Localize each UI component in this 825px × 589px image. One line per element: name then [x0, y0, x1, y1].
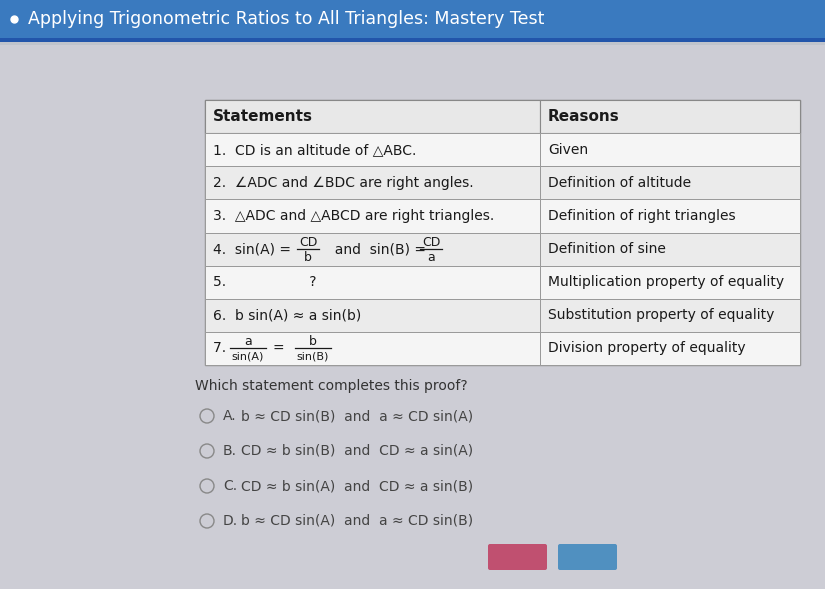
- Text: b: b: [304, 250, 312, 263]
- Text: Definition of sine: Definition of sine: [548, 242, 666, 256]
- FancyBboxPatch shape: [488, 544, 547, 570]
- Bar: [540, 266, 800, 299]
- Text: Statements: Statements: [213, 109, 313, 124]
- Text: Given: Given: [548, 143, 588, 157]
- Text: D.: D.: [223, 514, 238, 528]
- Text: sin(B): sin(B): [297, 352, 329, 362]
- Text: Definition of altitude: Definition of altitude: [548, 176, 691, 190]
- Text: 6.  b sin(A) ≈ a sin(b): 6. b sin(A) ≈ a sin(b): [213, 308, 361, 322]
- Text: A.: A.: [223, 409, 237, 423]
- Text: 7.: 7.: [213, 342, 235, 355]
- Text: b: b: [309, 335, 317, 348]
- Text: b ≈ CD sin(A)  and  a ≈ CD sin(B): b ≈ CD sin(A) and a ≈ CD sin(B): [241, 514, 473, 528]
- Bar: [540, 233, 800, 266]
- Text: B.: B.: [223, 444, 237, 458]
- Text: Definition of right triangles: Definition of right triangles: [548, 209, 736, 223]
- Bar: [205, 133, 540, 166]
- Text: and  sin(B) =: and sin(B) =: [326, 242, 431, 256]
- Text: 3.  △ADC and △ABCD are right triangles.: 3. △ADC and △ABCD are right triangles.: [213, 209, 494, 223]
- Bar: [205, 100, 800, 365]
- Text: CD: CD: [299, 236, 317, 249]
- Text: sin(A): sin(A): [232, 352, 264, 362]
- Bar: [205, 299, 540, 332]
- Bar: [540, 332, 800, 365]
- Text: =: =: [273, 342, 285, 355]
- Text: Reasons: Reasons: [548, 109, 620, 124]
- Text: Which statement completes this proof?: Which statement completes this proof?: [195, 379, 468, 393]
- Text: a: a: [244, 335, 252, 348]
- Text: 2.  ∠ADC and ∠BDC are right angles.: 2. ∠ADC and ∠BDC are right angles.: [213, 176, 474, 190]
- Bar: [205, 332, 540, 365]
- Bar: [205, 166, 540, 199]
- Text: CD: CD: [422, 236, 441, 249]
- Text: 1.  CD is an altitude of △ABC.: 1. CD is an altitude of △ABC.: [213, 143, 417, 157]
- Text: 4.  sin(A) =: 4. sin(A) =: [213, 242, 295, 256]
- Text: a: a: [427, 250, 435, 263]
- Text: CD ≈ b sin(B)  and  CD ≈ a sin(A): CD ≈ b sin(B) and CD ≈ a sin(A): [241, 444, 473, 458]
- Text: Applying Trigonometric Ratios to All Triangles: Mastery Test: Applying Trigonometric Ratios to All Tri…: [28, 10, 544, 28]
- Text: Substitution property of equality: Substitution property of equality: [548, 308, 775, 322]
- FancyBboxPatch shape: [558, 544, 617, 570]
- Bar: [205, 100, 540, 133]
- Text: CD ≈ b sin(A)  and  CD ≈ a sin(B): CD ≈ b sin(A) and CD ≈ a sin(B): [241, 479, 473, 493]
- Text: b ≈ CD sin(B)  and  a ≈ CD sin(A): b ≈ CD sin(B) and a ≈ CD sin(A): [241, 409, 473, 423]
- Text: Multiplication property of equality: Multiplication property of equality: [548, 275, 784, 289]
- Text: C.: C.: [223, 479, 237, 493]
- Bar: [0, 0, 825, 38]
- Bar: [540, 199, 800, 233]
- Bar: [540, 133, 800, 166]
- Bar: [205, 266, 540, 299]
- Text: Division property of equality: Division property of equality: [548, 342, 746, 355]
- Bar: [540, 299, 800, 332]
- Text: 5.                   ?: 5. ?: [213, 275, 317, 289]
- Bar: [540, 100, 800, 133]
- Bar: [540, 166, 800, 199]
- Bar: [0, 38, 825, 42]
- Bar: [205, 233, 540, 266]
- Bar: [205, 199, 540, 233]
